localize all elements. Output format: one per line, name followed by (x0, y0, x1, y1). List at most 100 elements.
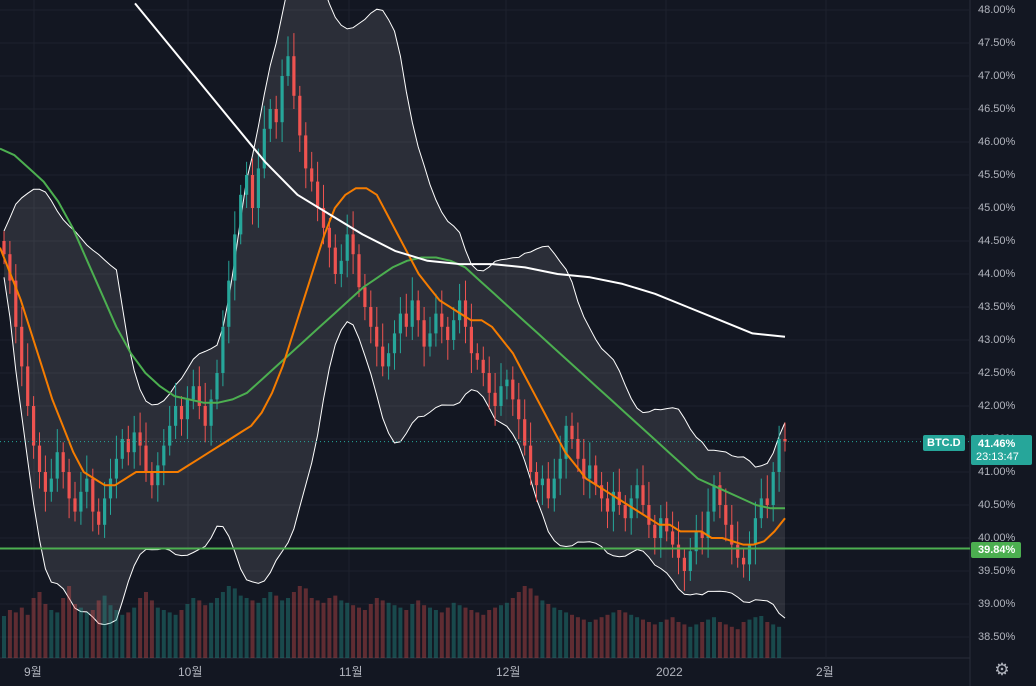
candle-body (321, 208, 326, 228)
candle-body (576, 439, 580, 459)
volume-bar (108, 605, 113, 658)
candle-body (570, 425, 574, 439)
volume-bar (670, 617, 675, 658)
candle-body (440, 313, 444, 327)
y-tick-label: 43.00% (978, 334, 1016, 346)
candle-body (79, 491, 83, 512)
candle-body (239, 194, 243, 235)
volume-bar (339, 600, 344, 658)
volume-bar (309, 598, 314, 658)
candle-body (706, 511, 710, 538)
candle-body (363, 287, 367, 307)
y-tick-label: 42.50% (978, 367, 1016, 379)
x-tick-label: 10월 (178, 665, 203, 679)
gear-icon[interactable]: ⚙ (994, 660, 1010, 679)
candle-body (771, 472, 775, 505)
candle-body (517, 399, 521, 420)
y-tick-label: 38.50% (978, 631, 1016, 643)
volume-bar (712, 617, 716, 658)
volume-bar (658, 622, 663, 658)
volume-bar (244, 598, 249, 658)
candle-body (671, 531, 675, 545)
candle-body (398, 313, 402, 334)
candle-body (286, 56, 290, 76)
bollinger-upper-line (3, 0, 786, 468)
volume-bar (771, 624, 776, 658)
candle-body (475, 353, 479, 360)
volume-bar (700, 622, 705, 658)
symbol-label: BTC.D (927, 437, 961, 449)
candle-body (493, 392, 497, 406)
volume-bar (61, 598, 66, 658)
candle-body (345, 234, 349, 261)
candle-body (274, 109, 278, 123)
candle-body (653, 524, 657, 538)
candle-body (736, 544, 740, 558)
candle-body (540, 478, 544, 486)
candle-body (392, 333, 397, 354)
volume-bar (777, 626, 782, 658)
volume-bar (646, 622, 651, 658)
volume-bar (215, 598, 219, 658)
volume-bar (717, 622, 722, 658)
y-tick-label: 39.00% (978, 598, 1016, 610)
candle-body (753, 518, 757, 545)
volume-bar (120, 614, 125, 658)
volume-bar (31, 598, 36, 658)
volume-bar (25, 614, 30, 658)
candle-body (564, 425, 568, 459)
volume-bar (552, 607, 557, 658)
volume-bar (161, 610, 166, 658)
volume-bar (149, 600, 154, 658)
candle-body (428, 333, 432, 347)
candle-body (126, 439, 130, 453)
volume-bar (534, 595, 539, 658)
volume-bar (303, 588, 308, 658)
volume-bar (96, 600, 101, 658)
candle-body (132, 432, 136, 453)
volume-bar (114, 610, 119, 658)
candle-body (292, 56, 296, 96)
candle-body (233, 234, 237, 281)
candle-body (43, 472, 47, 492)
candle-body (783, 439, 787, 442)
candle-body (203, 406, 207, 426)
candle-body (422, 320, 426, 347)
volume-bar (416, 600, 421, 658)
candle-body (629, 498, 633, 519)
candle-body (280, 76, 284, 123)
volume-bar (49, 610, 54, 658)
volume-bar (268, 592, 273, 658)
candle-body (168, 425, 172, 446)
candle-body (611, 491, 615, 512)
volume-bar (185, 604, 190, 658)
volume-bar (386, 602, 391, 658)
volume-bar (475, 612, 480, 658)
candle-body (552, 478, 556, 499)
candle-body (600, 485, 604, 499)
volume-bar (735, 629, 740, 658)
x-tick-label: 9월 (24, 665, 42, 679)
volume-bar (84, 612, 89, 658)
candle-body (268, 109, 272, 129)
volume-bar (493, 607, 498, 658)
last-price-badge: 41.46% 23:13:47 (971, 435, 1032, 465)
y-tick-label: 48.00% (978, 4, 1016, 16)
volume-bar (280, 600, 285, 658)
y-tick-label: 40.00% (978, 532, 1016, 544)
candle-body (381, 346, 385, 367)
candle-body (434, 313, 438, 334)
volume-bar (297, 586, 302, 658)
candle-body (55, 452, 59, 479)
candle-body (162, 445, 166, 466)
volume-bar (167, 612, 172, 658)
volume-bar (398, 607, 403, 658)
volume-bar (274, 595, 279, 658)
candle-body (215, 373, 219, 400)
volume-bar (374, 598, 379, 658)
y-tick-label: 41.00% (978, 466, 1016, 478)
y-tick-label: 46.50% (978, 103, 1016, 115)
candle-body (91, 478, 95, 512)
